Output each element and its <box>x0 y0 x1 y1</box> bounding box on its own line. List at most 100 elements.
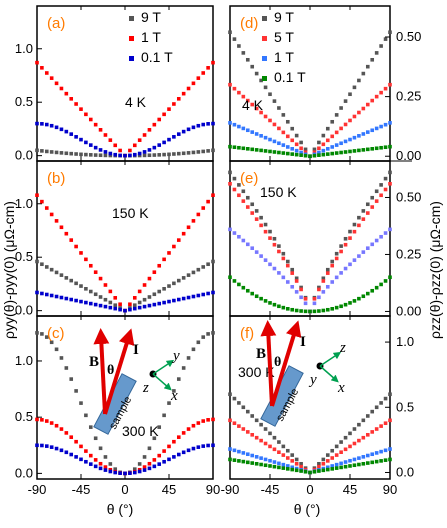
data-point <box>290 467 295 472</box>
x-axis-label-left: θ (°) <box>107 501 134 517</box>
temperature-label: 300 K <box>238 364 275 380</box>
data-point <box>370 57 375 62</box>
data-point <box>152 464 157 469</box>
data-point <box>379 234 383 239</box>
data-point <box>186 295 191 300</box>
data-point <box>137 469 142 474</box>
data-point <box>299 295 303 300</box>
data-point <box>285 151 290 156</box>
data-point <box>348 262 352 267</box>
data-point <box>321 308 326 313</box>
data-point <box>352 441 357 446</box>
data-point <box>263 299 268 303</box>
data-point <box>176 132 181 136</box>
data-point <box>281 275 286 280</box>
data-point <box>35 193 39 198</box>
series-0.1t <box>35 121 215 158</box>
data-point <box>108 151 113 156</box>
y-tick-label: 1.0 <box>15 41 33 56</box>
data-point <box>268 464 272 468</box>
data-point <box>132 467 137 471</box>
data-point <box>352 85 357 90</box>
data-point <box>93 270 98 274</box>
data-point <box>49 212 54 217</box>
data-point <box>172 298 176 303</box>
y-tick-label: 0.5 <box>15 94 33 109</box>
temperature-label: 4 K <box>242 97 264 113</box>
data-point <box>35 443 39 448</box>
data-point <box>206 149 210 153</box>
data-point <box>250 64 255 69</box>
data-point <box>157 153 162 157</box>
data-point <box>137 289 142 294</box>
data-point <box>186 448 191 453</box>
x-tick-label: 45 <box>343 482 357 497</box>
data-point <box>186 273 191 277</box>
data-point <box>147 153 152 158</box>
data-point <box>281 466 286 470</box>
data-point <box>263 258 268 262</box>
data-point <box>361 455 366 459</box>
data-point <box>44 206 49 210</box>
data-point <box>263 441 268 446</box>
data-point <box>317 153 321 157</box>
data-point <box>250 211 255 215</box>
data-point <box>152 458 157 462</box>
data-point <box>228 144 232 149</box>
data-point <box>88 263 93 268</box>
data-point <box>49 150 54 154</box>
data-point <box>74 281 78 286</box>
data-point <box>123 153 127 158</box>
data-point <box>374 459 379 464</box>
data-point <box>79 284 83 288</box>
data-point <box>250 414 255 418</box>
data-point <box>88 117 93 122</box>
data-point <box>84 112 88 117</box>
data-point <box>268 137 272 142</box>
data-point <box>343 435 348 440</box>
data-point <box>206 66 210 70</box>
data-point <box>162 459 166 464</box>
data-point <box>206 443 210 448</box>
data-point <box>285 259 290 264</box>
data-point <box>35 259 39 264</box>
y-tick-label: 0.00 <box>396 303 421 318</box>
data-point <box>167 299 171 304</box>
data-point <box>383 279 388 283</box>
data-point <box>321 133 326 138</box>
data-point <box>321 148 326 153</box>
data-point <box>263 114 268 119</box>
data-point <box>59 273 64 277</box>
data-point <box>237 459 241 463</box>
data-point <box>241 459 246 464</box>
data-point <box>339 450 343 454</box>
data-point <box>285 467 290 471</box>
data-point <box>339 126 343 131</box>
data-point <box>263 463 268 468</box>
data-point <box>272 139 277 144</box>
series-1t <box>35 60 215 158</box>
data-point <box>388 227 392 232</box>
data-point <box>339 244 343 248</box>
series-9t <box>35 331 215 476</box>
data-point <box>93 153 98 157</box>
data-point <box>383 448 388 453</box>
data-point <box>277 304 281 309</box>
y-tick-label: 0.5 <box>396 399 414 414</box>
data-point <box>245 288 250 293</box>
data-point <box>88 301 93 306</box>
data-point <box>186 127 191 132</box>
data-point <box>79 299 83 304</box>
data-point <box>237 193 241 198</box>
data-point <box>325 459 330 463</box>
data-point <box>237 90 241 95</box>
data-point <box>196 340 201 345</box>
data-point <box>374 427 379 431</box>
data-point <box>74 439 78 444</box>
data-point <box>388 82 392 87</box>
data-point <box>142 468 147 472</box>
data-point <box>157 462 162 466</box>
data-point <box>245 409 250 414</box>
data-point <box>259 462 263 467</box>
